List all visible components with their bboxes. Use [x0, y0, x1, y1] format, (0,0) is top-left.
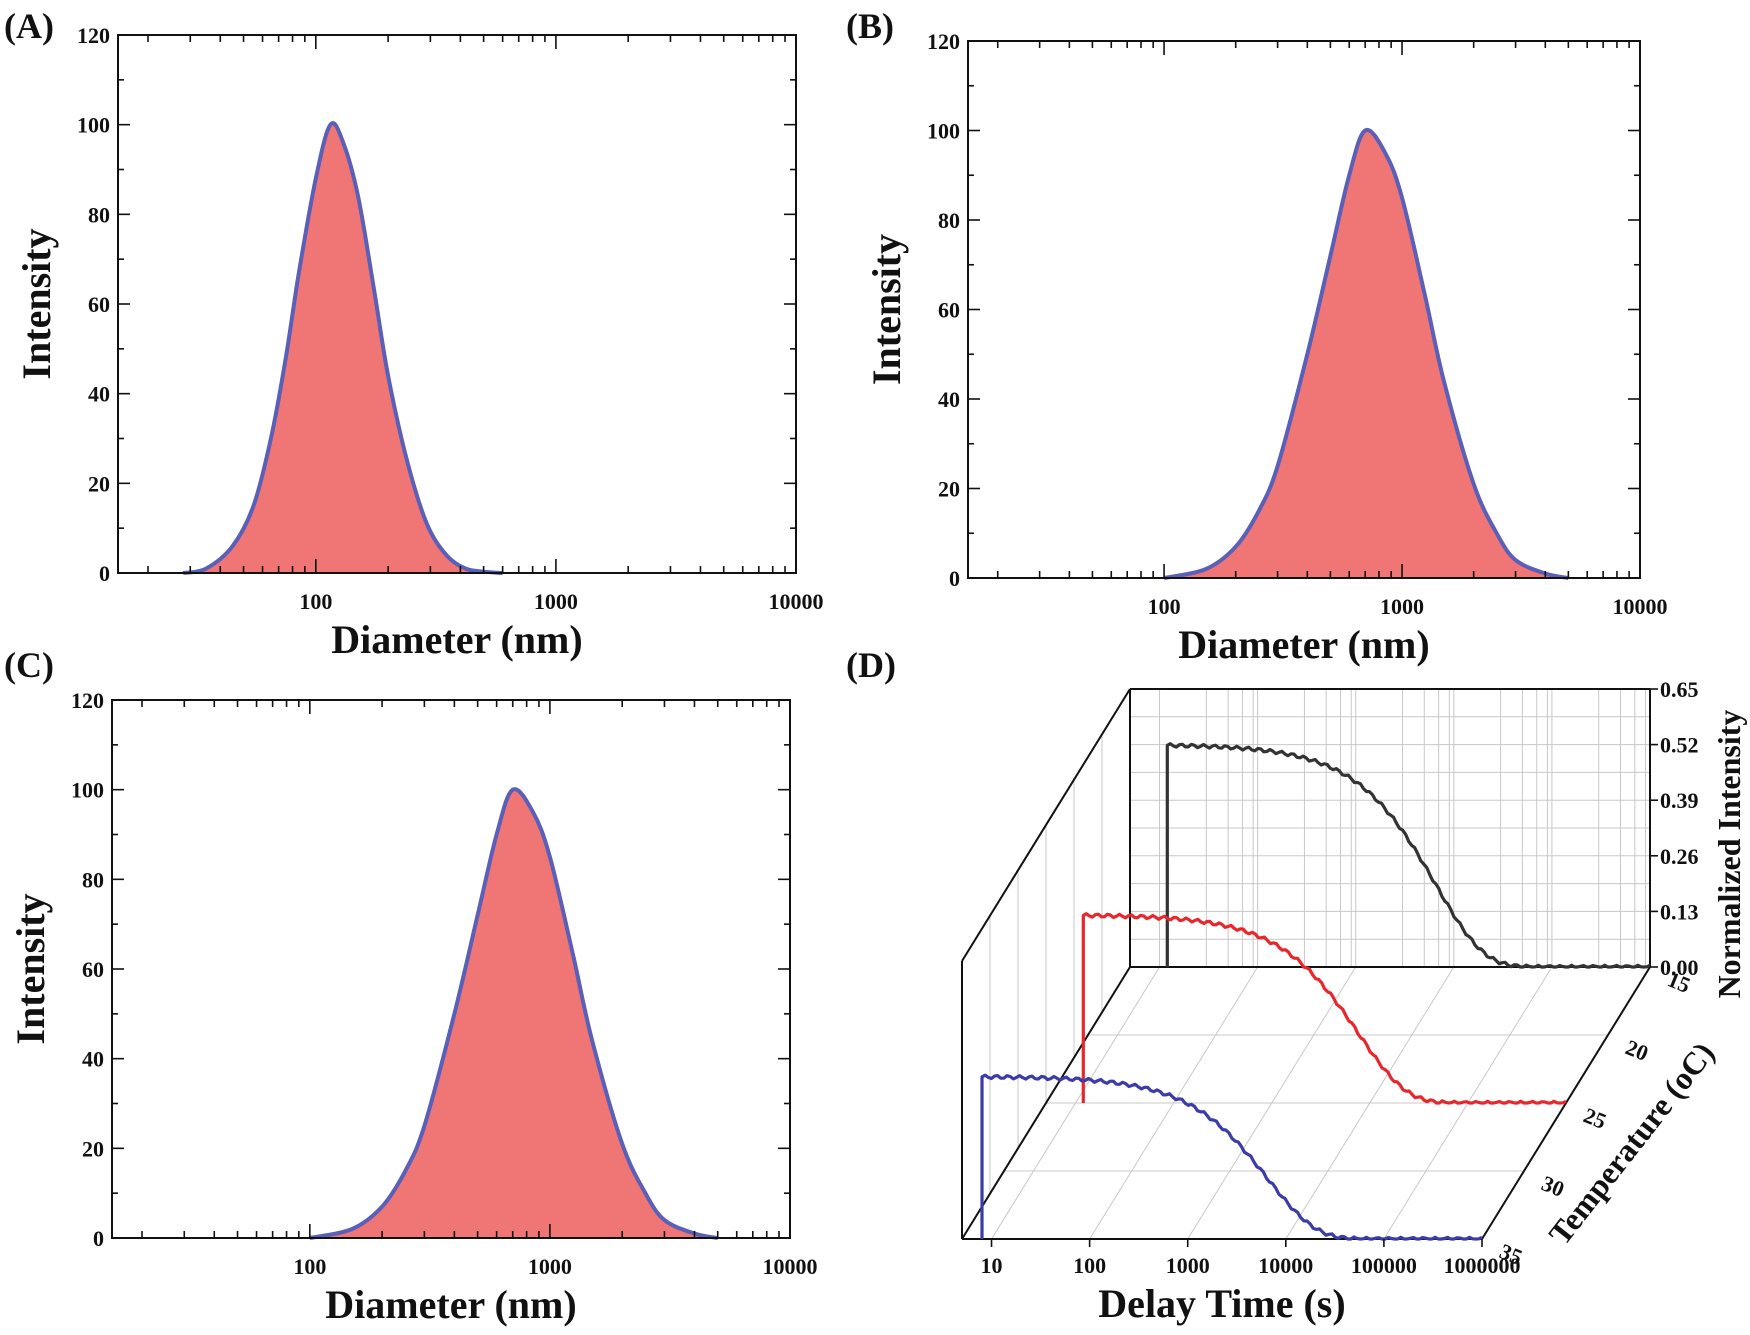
- distribution-curve: [182, 121, 503, 575]
- floor-grid-line: [1187, 966, 1357, 1240]
- y-tick-label: 80: [82, 867, 104, 892]
- y-tick-label: 20: [938, 477, 960, 502]
- x-axis-title: Diameter (nm): [331, 617, 582, 662]
- x-tick-label: 1000: [1380, 594, 1424, 619]
- z-axis-title: Normalized Intensity: [1711, 710, 1747, 999]
- z-tick-label: 0.65: [1660, 677, 1699, 702]
- y-tick-label: 60: [88, 292, 110, 317]
- y-tick-label: 80: [88, 202, 110, 227]
- x-tick-label: 100000: [1351, 1253, 1417, 1278]
- floor-grid-line: [1285, 966, 1455, 1240]
- y-tick-label: 0: [949, 566, 960, 591]
- temperature-axis-title: Temperature (oC): [1541, 1035, 1721, 1251]
- x-tick-label: 1000: [528, 1254, 572, 1279]
- y-tick-label: 120: [927, 29, 960, 54]
- box-edge: [961, 688, 1131, 962]
- temperature-tick-label: 30: [1538, 1170, 1568, 1201]
- y-axis-title: Intensity: [8, 893, 53, 1044]
- y-tick-label: 60: [938, 298, 960, 323]
- x-tick-label: 10000: [1258, 1253, 1313, 1278]
- x-tick-label: 100: [299, 589, 332, 614]
- y-tick-label: 40: [88, 382, 110, 407]
- x-tick-label: 100: [1073, 1253, 1106, 1278]
- x-tick-label: 10000: [1613, 594, 1668, 619]
- series-line-25: [1081, 912, 1567, 1105]
- distribution-curve: [1163, 127, 1569, 580]
- y-tick-label: 0: [99, 561, 110, 586]
- y-tick-label: 100: [71, 778, 104, 803]
- plot-frame: [117, 34, 797, 574]
- panel-label: (B): [846, 6, 894, 46]
- distribution-area: [1164, 129, 1569, 578]
- box-edge: [961, 966, 1131, 1240]
- series-line-15: [1165, 742, 1651, 969]
- y-axis-title: Intensity: [864, 234, 909, 385]
- distribution-area: [183, 123, 503, 574]
- temperature-tick-label: 25: [1580, 1102, 1610, 1133]
- z-tick-label: 0.39: [1660, 788, 1699, 813]
- panel-label: (D): [846, 645, 896, 685]
- distribution-curve: [309, 787, 719, 1240]
- x-tick-label: 1000: [1166, 1253, 1210, 1278]
- panel-a: 100 1000 10000 0 20 40 60 80 100 120 Diameter (nm)…: [4, 6, 824, 662]
- y-tick-label: 20: [88, 471, 110, 496]
- z-tick-label: 0.13: [1660, 899, 1699, 924]
- floor-grid-line: [991, 966, 1160, 1240]
- z-tick-label: 0.00: [1660, 955, 1699, 980]
- y-tick-label: 40: [82, 1047, 104, 1072]
- x-axis-title: Diameter (nm): [325, 1282, 576, 1327]
- y-tick-label: 80: [938, 208, 960, 233]
- x-tick-label: 100: [1148, 594, 1181, 619]
- temperature-tick-label: 20: [1622, 1034, 1652, 1065]
- z-tick-label: 0.52: [1660, 733, 1699, 758]
- y-tick-label: 100: [927, 119, 960, 144]
- y-tick-label: 100: [77, 113, 110, 138]
- x-tick-label: 10000: [763, 1254, 818, 1279]
- series-line-35: [980, 1073, 1483, 1241]
- floor-grid-line: [1089, 966, 1259, 1240]
- panel-d: 10 100 1000 10000 100000 1000000 0.00 0.13 0.26 0…: [846, 645, 1747, 1326]
- y-tick-label: 120: [77, 23, 110, 48]
- panel-label: (A): [4, 6, 54, 46]
- x-axis-title: Diameter (nm): [1178, 622, 1429, 667]
- x-tick-label: 1000000: [1444, 1253, 1521, 1278]
- x-tick-label: 10: [981, 1253, 1003, 1278]
- x-tick-label: 100: [293, 1254, 326, 1279]
- y-tick-label: 20: [82, 1136, 104, 1161]
- z-tick-label: 0.26: [1660, 844, 1699, 869]
- x-axis-title: Delay Time (s): [1098, 1281, 1345, 1326]
- y-axis-title: Intensity: [14, 228, 59, 379]
- x-tick-label: 1000: [534, 589, 578, 614]
- y-tick-label: 120: [71, 688, 104, 713]
- panel-label: (C): [4, 645, 54, 685]
- panel-b: 100 1000 10000 0 20 40 60 80 100 120 Diameter (nm)…: [846, 6, 1668, 667]
- x-tick-label: 10000: [769, 589, 824, 614]
- y-tick-label: 0: [93, 1226, 104, 1251]
- y-tick-label: 60: [82, 957, 104, 982]
- panel-c: 100 1000 10000 0 20 40 60 80 100 120 Diameter (nm)…: [4, 645, 818, 1327]
- y-tick-label: 40: [938, 387, 960, 412]
- distribution-area: [309, 789, 718, 1238]
